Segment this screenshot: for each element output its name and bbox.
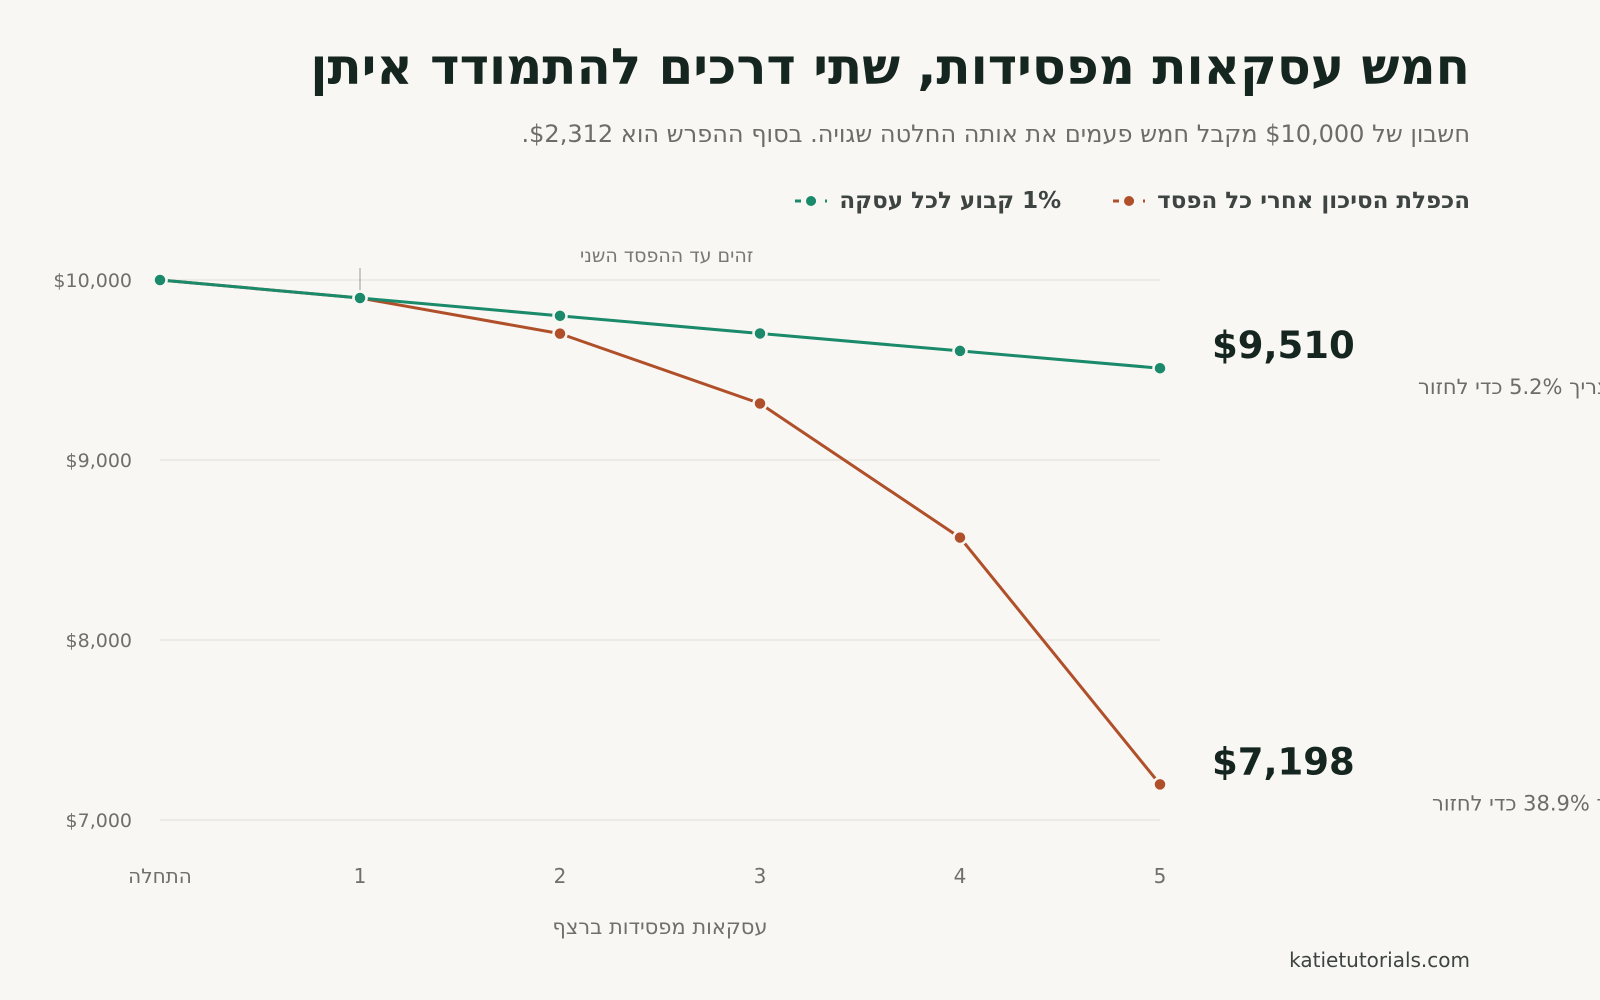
end-labels: $9,510 צריך 5.2% כדי לחזור $7,198 צריך 3… — [1212, 324, 1600, 815]
y-tick-label: $7,000 — [66, 810, 132, 832]
series-line — [159, 278, 1161, 370]
y-tick-label: $8,000 — [66, 630, 132, 652]
data-point — [152, 272, 168, 288]
x-tick-label: 2 — [554, 864, 567, 888]
x-tick-label: 5 — [1154, 864, 1167, 888]
x-tick-label: 4 — [954, 864, 967, 888]
end-value-doubling: $7,198 — [1212, 740, 1355, 783]
x-tick-label: התחלה — [128, 864, 192, 888]
legend-label-doubling: הכפלת הסיכון אחרי כל הפסד — [1157, 188, 1470, 214]
legend-item-doubling: הכפלת הסיכון אחרי כל הפסד — [1111, 188, 1470, 214]
data-point — [752, 325, 768, 342]
data-point — [552, 308, 568, 324]
end-value-fixed: $9,510 — [1212, 324, 1355, 367]
series-lines — [152, 272, 1168, 793]
x-axis-ticks: התחלה 1 2 3 4 5 — [128, 864, 1166, 888]
legend-swatch-fixed-icon — [795, 196, 828, 206]
y-axis-ticks: $10,000 $9,000 $8,000 $7,000 — [53, 270, 132, 832]
x-tick-label: 3 — [754, 864, 767, 888]
gridlines — [160, 279, 1160, 821]
data-point — [1152, 776, 1168, 793]
data-point — [552, 325, 568, 342]
data-point — [1152, 360, 1168, 376]
x-tick-label: 1 — [354, 864, 367, 888]
y-tick-label: $10,000 — [53, 270, 132, 292]
chart-title: חמש עסקאות מפסידות, שתי דרכים להתמודד אי… — [310, 38, 1470, 96]
legend-label-fixed: 1% קבוע לכל עסקה — [839, 188, 1062, 214]
source-credit: katietutorials.com — [1289, 948, 1470, 972]
legend: 1% קבוע לכל עסקה הכפלת הסיכון אחרי כל הפ… — [793, 188, 1470, 214]
data-point — [952, 529, 968, 546]
data-point — [952, 343, 968, 359]
legend-item-fixed: 1% קבוע לכל עסקה — [793, 188, 1061, 214]
legend-swatch-doubling-icon — [1113, 196, 1146, 206]
data-point — [352, 290, 368, 306]
annotation-text: זהים עד ההפסד השני — [580, 245, 753, 267]
data-point — [752, 395, 768, 412]
x-axis-label: עסקאות מפסידות ברצף — [552, 915, 767, 939]
chart-subtitle: חשבון של $10,000 מקבל חמש פעמים את אותה … — [521, 120, 1470, 148]
end-note-doubling: צריך 38.9% כדי לחזור — [1432, 791, 1600, 815]
y-tick-label: $9,000 — [66, 450, 132, 472]
end-note-fixed: צריך 5.2% כדי לחזור — [1418, 375, 1600, 399]
